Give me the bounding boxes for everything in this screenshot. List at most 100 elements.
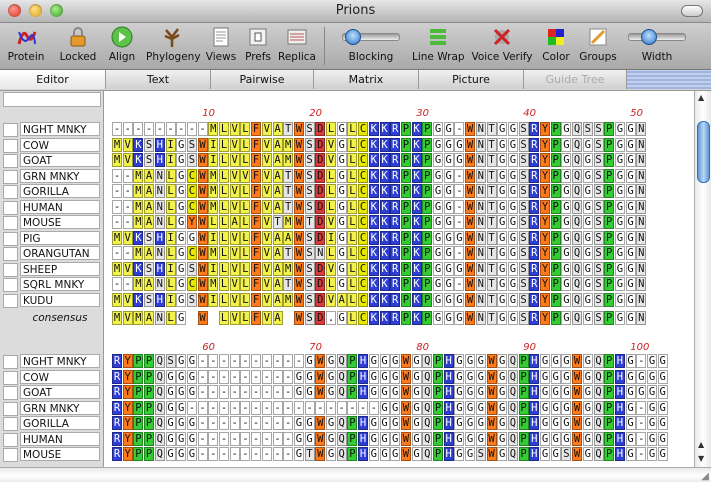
- residue-cell[interactable]: G: [475, 385, 486, 399]
- row-marker[interactable]: [3, 185, 18, 199]
- residue-cell[interactable]: -: [636, 354, 647, 368]
- residue-cell[interactable]: G: [561, 354, 572, 368]
- residue-cell[interactable]: W: [197, 168, 208, 183]
- residue-cell[interactable]: A: [272, 230, 283, 245]
- residue-cell[interactable]: W: [293, 292, 304, 307]
- residue-cell[interactable]: G: [326, 369, 336, 384]
- residue-cell[interactable]: C: [186, 246, 197, 260]
- residue-cell[interactable]: L: [347, 277, 358, 291]
- residue-cell[interactable]: G: [411, 447, 422, 461]
- residue-cell[interactable]: H: [614, 354, 625, 368]
- residue-cell[interactable]: A: [272, 292, 283, 307]
- residue-cell[interactable]: A: [144, 168, 155, 183]
- residue-cell[interactable]: -: [229, 369, 240, 384]
- residue-cell[interactable]: G: [433, 292, 443, 307]
- residue-cell[interactable]: L: [347, 261, 358, 276]
- residue-cell[interactable]: S: [561, 447, 572, 461]
- residue-cell[interactable]: W: [197, 199, 208, 214]
- residue-cell[interactable]: G: [454, 153, 465, 167]
- residue-cell[interactable]: G: [165, 369, 176, 384]
- residue-cell[interactable]: K: [368, 153, 379, 167]
- residue-cell[interactable]: N: [636, 215, 647, 229]
- blocking-slider-knob[interactable]: [345, 29, 361, 45]
- residue-cell[interactable]: W: [293, 137, 304, 152]
- locked-button[interactable]: Locked: [56, 25, 100, 63]
- residue-cell[interactable]: T: [486, 246, 497, 260]
- residue-cell[interactable]: G: [657, 447, 668, 461]
- residue-cell[interactable]: R: [390, 277, 401, 291]
- residue-cell[interactable]: S: [593, 168, 604, 183]
- residue-cell[interactable]: P: [422, 199, 433, 214]
- residue-cell[interactable]: G: [507, 137, 518, 152]
- residue-cell[interactable]: I: [208, 137, 219, 152]
- residue-cell[interactable]: L: [240, 137, 251, 152]
- residue-cell[interactable]: Q: [154, 400, 165, 415]
- residue-cell[interactable]: P: [400, 277, 411, 291]
- residue-cell[interactable]: R: [390, 215, 401, 229]
- residue-cell[interactable]: -: [229, 400, 240, 415]
- residue-cell[interactable]: W: [572, 416, 583, 430]
- residue-cell[interactable]: -: [229, 447, 240, 461]
- residue-cell[interactable]: K: [411, 277, 422, 291]
- residue-cell[interactable]: P: [604, 354, 615, 368]
- residue-cell[interactable]: G: [625, 277, 636, 291]
- residue-cell[interactable]: A: [272, 261, 283, 276]
- residue-cell[interactable]: Q: [593, 369, 604, 384]
- residue-cell[interactable]: P: [604, 369, 615, 384]
- residue-cell[interactable]: K: [379, 230, 390, 245]
- residue-cell[interactable]: G: [614, 184, 625, 198]
- residue-cell[interactable]: -: [219, 400, 229, 415]
- residue-cell[interactable]: H: [529, 354, 540, 368]
- residue-cell[interactable]: C: [186, 184, 197, 198]
- residue-cell[interactable]: K: [379, 261, 390, 276]
- residue-cell[interactable]: P: [604, 277, 615, 291]
- residue-cell[interactable]: G: [454, 447, 465, 461]
- residue-cell[interactable]: W: [197, 153, 208, 167]
- residue-cell[interactable]: P: [518, 385, 529, 399]
- residue-cell[interactable]: G: [540, 431, 550, 446]
- residue-cell[interactable]: G: [176, 354, 187, 368]
- residue-cell[interactable]: V: [261, 184, 272, 198]
- residue-cell[interactable]: P: [422, 153, 433, 167]
- residue-cell[interactable]: S: [186, 137, 197, 152]
- residue-cell[interactable]: K: [368, 277, 379, 291]
- residue-cell[interactable]: P: [550, 184, 561, 198]
- residue-cell[interactable]: -: [240, 416, 251, 430]
- residue-cell[interactable]: G: [540, 369, 550, 384]
- residue-cell[interactable]: G: [475, 369, 486, 384]
- residue-cell[interactable]: L: [219, 122, 229, 136]
- residue-cell[interactable]: G: [475, 354, 486, 368]
- residue-cell[interactable]: -: [283, 369, 294, 384]
- residue-cell[interactable]: L: [347, 246, 358, 260]
- residue-cell[interactable]: W: [400, 354, 411, 368]
- residue-cell[interactable]: G: [657, 400, 668, 415]
- residue-cell[interactable]: H: [443, 447, 454, 461]
- residue-cell[interactable]: M: [283, 137, 294, 152]
- residue-cell[interactable]: P: [604, 122, 615, 136]
- residue-cell[interactable]: M: [283, 153, 294, 167]
- residue-cell[interactable]: L: [165, 277, 176, 291]
- residue-cell[interactable]: V: [261, 199, 272, 214]
- residue-cell[interactable]: -: [197, 369, 208, 384]
- residue-cell[interactable]: -: [454, 215, 465, 229]
- residue-cell[interactable]: G: [614, 230, 625, 245]
- sequence-name[interactable]: SQRL MNKY: [20, 277, 100, 291]
- residue-cell[interactable]: -: [636, 431, 647, 446]
- residue-cell[interactable]: G: [304, 369, 315, 384]
- residue-cell[interactable]: P: [604, 168, 615, 183]
- residue-cell[interactable]: Y: [540, 277, 550, 291]
- residue-cell[interactable]: G: [657, 354, 668, 368]
- residue-cell[interactable]: G: [657, 369, 668, 384]
- residue-cell[interactable]: Q: [422, 431, 433, 446]
- residue-cell[interactable]: G: [176, 184, 187, 198]
- residue-cell[interactable]: G: [647, 416, 657, 430]
- sequence-name[interactable]: SHEEP: [20, 261, 100, 276]
- residue-cell[interactable]: W: [197, 215, 208, 229]
- residue-cell[interactable]: -: [283, 447, 294, 461]
- residue-cell[interactable]: A: [272, 153, 283, 167]
- residue-cell[interactable]: G: [507, 168, 518, 183]
- name-header-field[interactable]: [3, 92, 101, 107]
- residue-cell[interactable]: G: [625, 369, 636, 384]
- residue-cell[interactable]: Q: [507, 416, 518, 430]
- residue-cell[interactable]: L: [347, 199, 358, 214]
